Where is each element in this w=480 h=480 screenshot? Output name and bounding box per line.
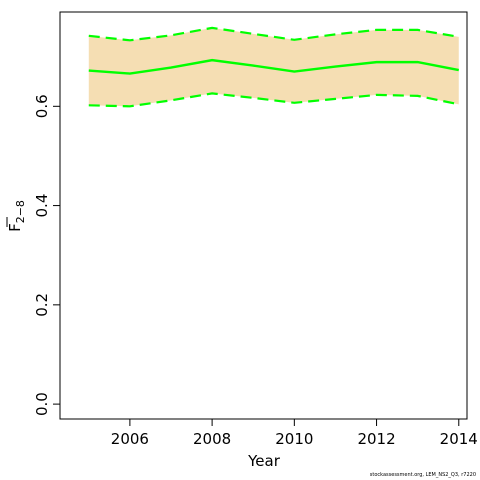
lower-bound-line	[88, 92, 460, 108]
y-tick-label: 0.6	[33, 94, 51, 118]
x-tick-label: 2012	[357, 430, 395, 448]
plot-frame	[59, 11, 468, 420]
y-tick-label: 0.0	[33, 392, 51, 416]
y-axis-title-subscript: 2−8	[14, 200, 27, 223]
x-tick-label: 2006	[111, 430, 149, 448]
estimate-line	[88, 58, 460, 75]
y-axis-title-main: F	[6, 223, 24, 232]
series-line-layer	[88, 26, 460, 108]
upper-bound-line	[88, 26, 459, 42]
y-axis-title: F2−8	[6, 200, 27, 232]
confidence-band-layer	[88, 27, 459, 107]
x-axis-title: Year	[247, 452, 281, 470]
y-tick-label: 0.2	[33, 293, 51, 317]
source-footnote: stockassessment.org, LEM_NS2_Q3, r7220	[369, 472, 476, 478]
x-axis: 2006 2008 2010 2012 2014	[111, 419, 478, 448]
y-tick-label: 0.4	[33, 194, 51, 218]
x-tick-label: 2014	[440, 430, 478, 448]
svg-text:F2−8: F2−8	[6, 200, 27, 232]
x-tick-label: 2010	[275, 430, 313, 448]
y-axis: 0.0 0.2 0.4 0.6	[33, 94, 60, 416]
x-tick-label: 2008	[193, 430, 231, 448]
confidence-band	[88, 27, 459, 107]
